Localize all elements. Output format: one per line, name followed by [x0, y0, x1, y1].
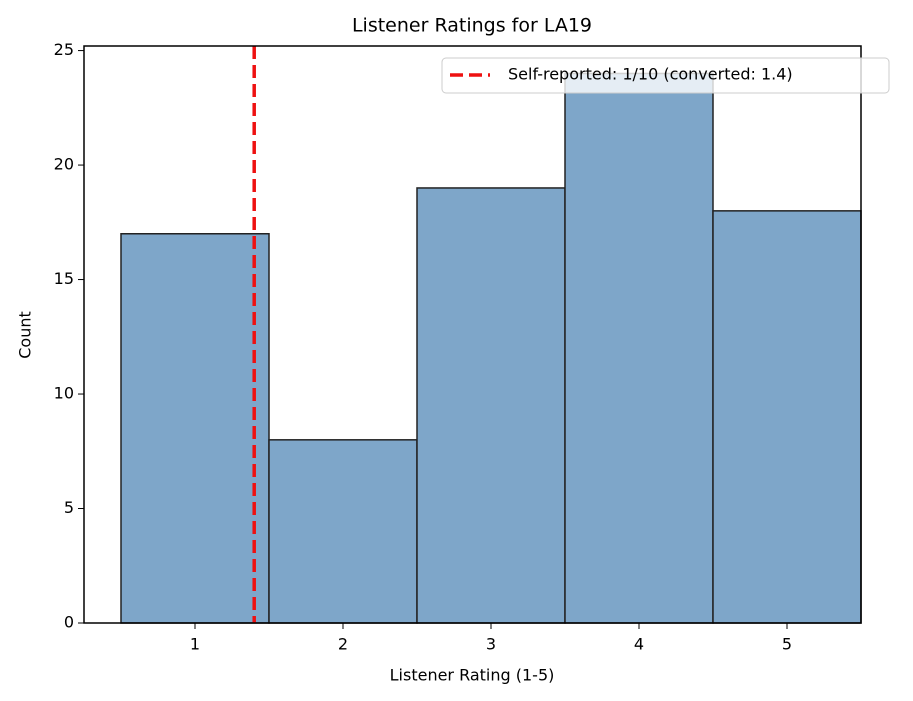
x-tick-label: 4 [634, 635, 644, 654]
y-axis-label: Count [16, 311, 35, 359]
x-tick-label: 2 [338, 635, 348, 654]
bar [712, 210, 862, 624]
bar [268, 439, 418, 624]
bar [416, 187, 566, 624]
bar [564, 72, 714, 624]
legend-label: Self-reported: 1/10 (converted: 1.4) [508, 65, 793, 84]
y-tick-label: 25 [54, 40, 74, 59]
chart-title: Listener Ratings for LA19 [352, 15, 592, 37]
x-tick-label: 5 [782, 635, 792, 654]
legend-box [441, 57, 890, 94]
y-tick-label: 10 [54, 384, 74, 403]
y-tick-label: 20 [54, 155, 74, 174]
axes-frame [83, 45, 862, 624]
bar [120, 233, 270, 624]
y-tick-label: 0 [64, 613, 74, 632]
y-tick-label: 5 [64, 498, 74, 517]
x-tick-label: 3 [486, 635, 496, 654]
x-tick-label: 1 [190, 635, 200, 654]
x-axis-label: Listener Rating (1-5) [390, 666, 555, 685]
y-tick-label: 15 [54, 269, 74, 288]
